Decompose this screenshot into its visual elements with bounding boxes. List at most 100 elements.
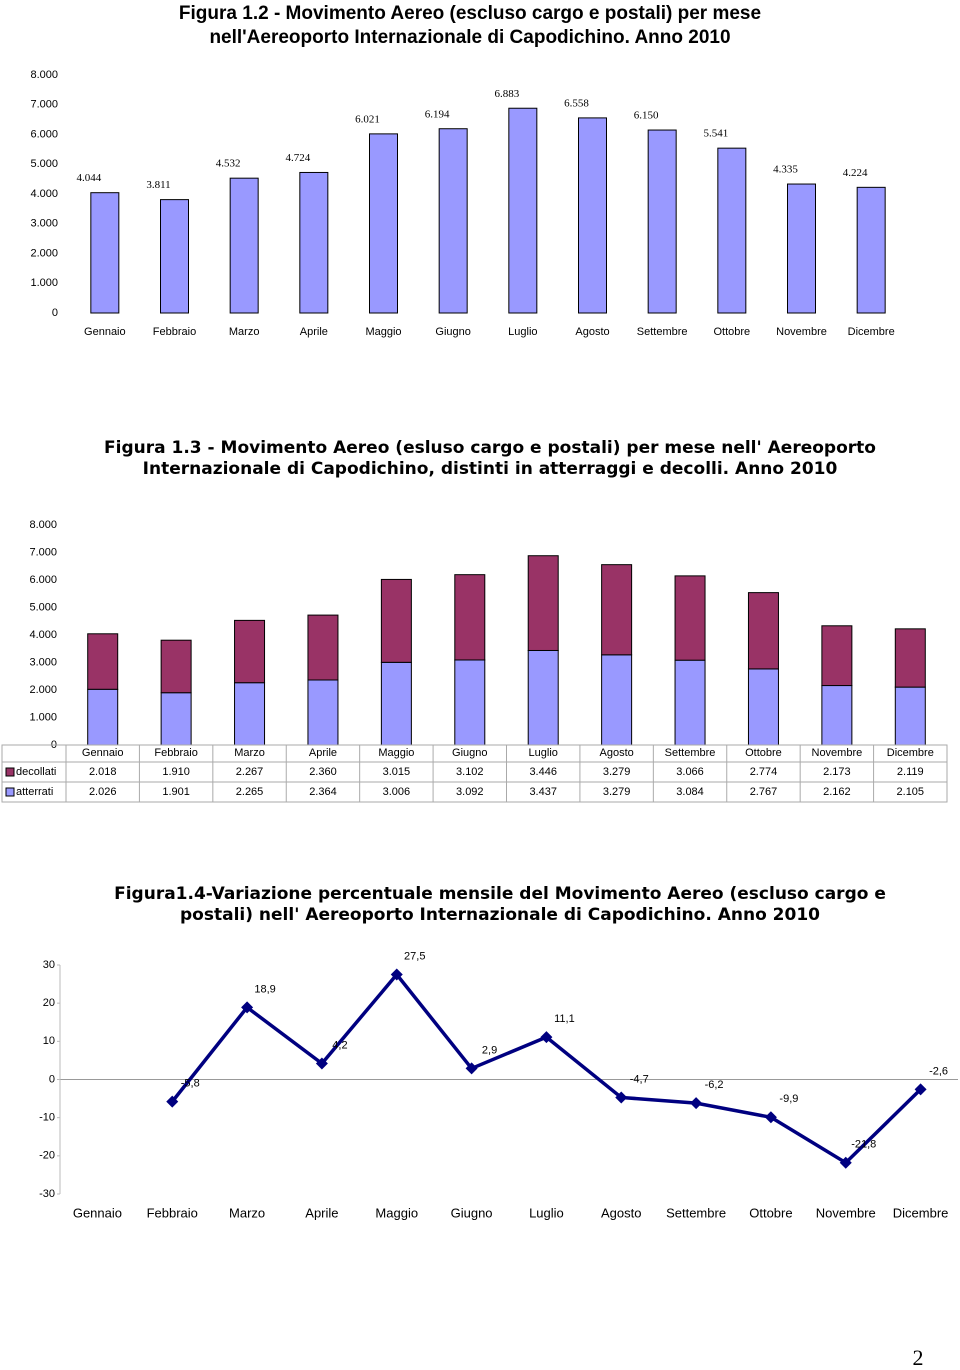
bar — [160, 199, 189, 314]
y-tick-label: 8.000 — [30, 69, 58, 81]
table-cell: 2.119 — [897, 766, 924, 778]
data-label: 6.021 — [355, 113, 380, 125]
x-tick-label: Settembre — [666, 1205, 726, 1220]
table-cell: 3.279 — [603, 766, 631, 778]
data-label: -9,9 — [779, 1093, 798, 1105]
y-tick-label: 5.000 — [30, 158, 58, 170]
x-tick-label: Febbraio — [153, 326, 196, 338]
bar-segment — [821, 685, 853, 746]
data-label: -4,7 — [630, 1073, 649, 1085]
data-label: -2,6 — [929, 1065, 948, 1077]
x-tick-label: Novembre — [776, 326, 827, 338]
bar — [90, 192, 120, 314]
y-tick-label: 7.000 — [29, 546, 57, 558]
x-tick-label: Marzo — [229, 326, 260, 338]
y-tick-label: 4.000 — [30, 188, 58, 200]
table-cell: 3.092 — [456, 786, 484, 798]
x-tick-label: Settembre — [665, 747, 716, 759]
data-label: 6.150 — [634, 110, 659, 122]
x-tick-label: Settembre — [637, 326, 688, 338]
y-tick-label: 30 — [43, 959, 55, 971]
data-label: 6.883 — [494, 88, 519, 100]
bar — [438, 128, 468, 314]
table-cell: 2.162 — [823, 786, 851, 798]
bar — [578, 117, 607, 314]
bar — [787, 183, 816, 314]
x-tick-label: Maggio — [365, 326, 401, 338]
bar-segment — [527, 649, 559, 746]
y-tick-label: -30 — [39, 1188, 55, 1200]
bar-segment — [747, 592, 779, 670]
bar-segment — [527, 555, 559, 651]
table-cell: 2.774 — [750, 766, 778, 778]
data-label: -6,2 — [705, 1079, 724, 1091]
bar — [229, 177, 259, 314]
bar-segment — [454, 659, 486, 746]
bar — [856, 186, 886, 314]
table-cell: 2.026 — [89, 786, 117, 798]
bar-segment — [307, 679, 339, 746]
table-cell: 2.173 — [823, 766, 851, 778]
marker — [914, 1083, 927, 1096]
data-label: 4.224 — [843, 167, 868, 179]
x-tick-label: Maggio — [375, 1205, 418, 1220]
legend-label: atterrati — [16, 786, 53, 798]
marker — [690, 1097, 703, 1110]
bar-segment — [601, 654, 633, 746]
bar-segment — [821, 625, 853, 687]
x-tick-label: Ottobre — [713, 326, 750, 338]
x-tick-label: Luglio — [529, 1205, 564, 1220]
chart-title: Figura 1.3 - Movimento Aereo (esluso car… — [104, 438, 876, 480]
x-tick-label: Ottobre — [745, 747, 782, 759]
bar-segment — [747, 668, 779, 746]
bar-segment — [307, 614, 339, 681]
data-label: -5,8 — [181, 1078, 200, 1090]
bar — [647, 129, 677, 314]
x-tick-label: Luglio — [508, 326, 537, 338]
marker — [540, 1031, 553, 1044]
bar-segment — [87, 633, 119, 690]
table-cell: 2.360 — [309, 766, 337, 778]
y-tick-label: 6.000 — [29, 574, 57, 586]
bar — [369, 133, 398, 314]
table-cell: 2.018 — [89, 766, 117, 778]
chart-title: Figura 1.2 - Movimento Aereo (escluso ca… — [178, 3, 762, 48]
y-tick-label: 6.000 — [30, 128, 58, 140]
y-tick-label: 10 — [43, 1035, 55, 1047]
x-tick-label: Aprile — [300, 326, 328, 338]
y-tick-label: 4.000 — [29, 629, 57, 641]
x-tick-label: Dicembre — [848, 326, 895, 338]
x-tick-label: Gennaio — [82, 747, 124, 759]
data-label: 4.724 — [285, 152, 310, 164]
table-cell: 2.105 — [897, 786, 925, 798]
data-label: 4.335 — [773, 164, 798, 176]
x-tick-label: Gennaio — [73, 1205, 122, 1220]
x-tick-label: Marzo — [229, 1205, 265, 1220]
table-cell: 3.279 — [603, 786, 631, 798]
x-tick-label: Ottobre — [749, 1205, 792, 1220]
table-cell: 3.015 — [383, 766, 411, 778]
marker — [241, 1001, 254, 1014]
data-label: 11,1 — [554, 1013, 575, 1025]
x-tick-label: Agosto — [600, 747, 634, 759]
y-tick-label: 2.000 — [30, 247, 58, 259]
bar-segment — [87, 688, 119, 746]
y-tick-label: -10 — [39, 1112, 55, 1124]
data-label: 4.532 — [216, 158, 241, 170]
bar-segment — [894, 686, 926, 746]
x-tick-label: Dicembre — [887, 747, 934, 759]
data-label: 4.044 — [76, 172, 101, 184]
bar-segment — [674, 575, 706, 661]
y-tick-label: 3.000 — [29, 656, 57, 668]
x-tick-label: Novembre — [816, 1205, 876, 1220]
table-cell: 2.265 — [236, 786, 264, 798]
y-tick-label: 3.000 — [30, 218, 58, 230]
x-tick-label: Maggio — [378, 747, 414, 759]
x-tick-label: Agosto — [575, 326, 609, 338]
table-cell: 1.901 — [162, 786, 190, 798]
data-label: 27,5 — [404, 950, 425, 962]
bar-segment — [160, 639, 192, 694]
x-tick-label: Aprile — [305, 1205, 338, 1220]
legend-key — [5, 767, 15, 777]
